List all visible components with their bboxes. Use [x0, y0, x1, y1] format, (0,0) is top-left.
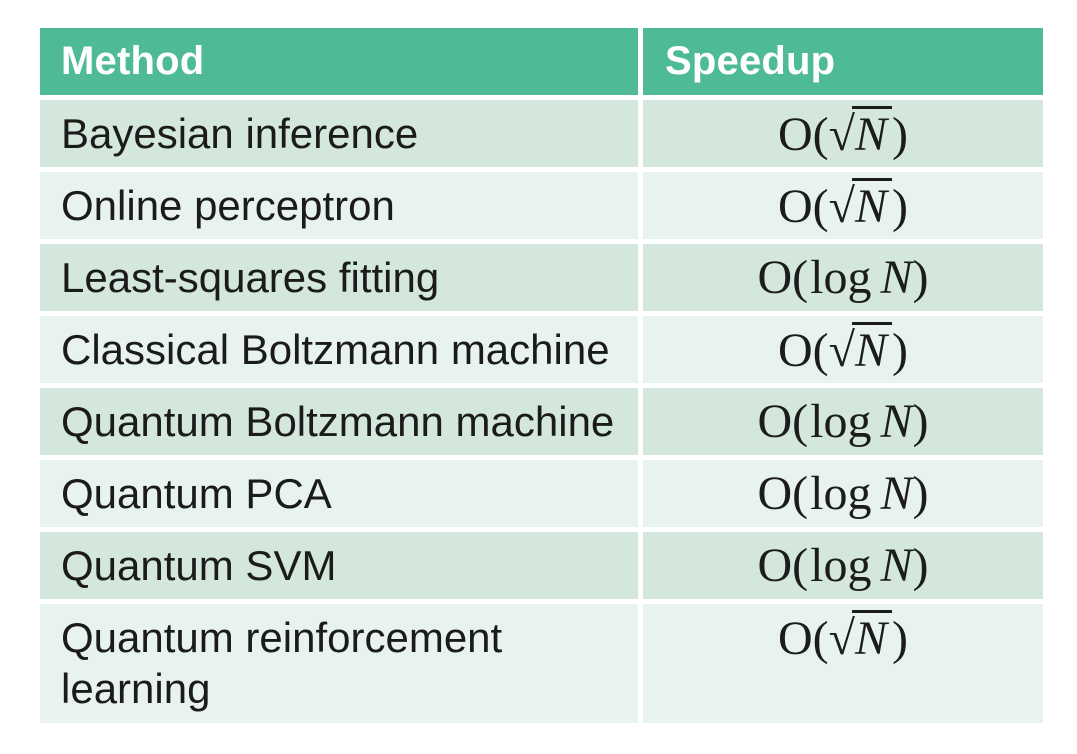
speedup-cell-quantum-svm: O(log N)	[643, 532, 1043, 599]
speedup-math: O(√N)	[778, 610, 908, 666]
close-paren: )	[912, 539, 929, 592]
method-label: Quantum PCA	[61, 469, 332, 517]
open-paren: (	[792, 395, 809, 448]
log-word: log	[810, 467, 872, 520]
big-o: O	[778, 612, 813, 665]
open-paren: (	[812, 107, 829, 161]
close-paren: )	[892, 323, 908, 377]
close-paren: )	[892, 107, 908, 161]
speedup-cell-classical-boltzmann-machine: O(√N)	[643, 316, 1043, 383]
open-paren: (	[792, 539, 809, 592]
speedup-math: O(log N)	[758, 250, 929, 305]
method-cell-quantum-reinforcement-learning: Quantum reinforcement learning	[40, 604, 638, 723]
big-o: O	[757, 395, 793, 448]
speedup-math: O(log N)	[758, 394, 929, 449]
variable-n: N	[880, 251, 913, 304]
radical-sign: √	[828, 107, 855, 161]
log-word: log	[810, 251, 872, 304]
sqrt-variable-n: N	[852, 177, 893, 232]
method-label: Classical Boltzmann machine	[61, 325, 610, 373]
header-method-label: Method	[61, 39, 205, 83]
close-paren: )	[912, 395, 929, 448]
method-label: Bayesian inference	[61, 109, 419, 157]
speedup-cell-quantum-pca: O(log N)	[643, 460, 1043, 527]
method-label: Least-squares fitting	[61, 253, 440, 301]
method-label: Quantum SVM	[61, 541, 337, 589]
quantum-speedup-table: Method Speedup Bayesian inference O(√N) …	[40, 28, 1043, 723]
open-paren: (	[812, 612, 829, 665]
method-cell-classical-boltzmann-machine: Classical Boltzmann machine	[40, 316, 638, 383]
sqrt-variable-n: N	[852, 105, 893, 160]
method-cell-quantum-svm: Quantum SVM	[40, 532, 638, 599]
speedup-math: O(log N)	[758, 466, 929, 521]
radical-sign: √	[828, 612, 855, 665]
method-label: Online perceptron	[61, 181, 395, 229]
speedup-cell-quantum-boltzmann-machine: O(log N)	[643, 388, 1043, 455]
sqrt-variable-n: N	[852, 610, 893, 664]
close-paren: )	[892, 179, 908, 233]
method-cell-online-perceptron: Online perceptron	[40, 172, 638, 239]
big-o: O	[778, 323, 813, 377]
radical-sign: √	[828, 323, 855, 377]
speedup-math: O(√N)	[778, 105, 908, 162]
method-cell-quantum-pca: Quantum PCA	[40, 460, 638, 527]
close-paren: )	[912, 467, 929, 520]
method-label: Quantum reinforcement learning	[61, 614, 503, 712]
big-o: O	[778, 179, 813, 233]
big-o: O	[757, 539, 793, 592]
big-o: O	[757, 251, 793, 304]
big-o: O	[778, 107, 813, 161]
speedup-math: O(√N)	[778, 321, 908, 378]
variable-n: N	[880, 467, 913, 520]
log-word: log	[810, 395, 872, 448]
open-paren: (	[812, 323, 829, 377]
open-paren: (	[792, 251, 809, 304]
log-word: log	[810, 539, 872, 592]
method-cell-least-squares-fitting: Least-squares fitting	[40, 244, 638, 311]
big-o: O	[757, 467, 793, 520]
variable-n: N	[880, 539, 913, 592]
method-cell-quantum-boltzmann-machine: Quantum Boltzmann machine	[40, 388, 638, 455]
close-paren: )	[912, 251, 929, 304]
variable-n: N	[880, 395, 913, 448]
speedup-math: O(√N)	[778, 177, 908, 234]
radical-sign: √	[828, 179, 855, 233]
speedup-cell-online-perceptron: O(√N)	[643, 172, 1043, 239]
method-cell-bayesian-inference: Bayesian inference	[40, 100, 638, 167]
speedup-cell-quantum-reinforcement-learning: O(√N)	[643, 604, 1043, 723]
header-cell-speedup: Speedup	[643, 28, 1043, 95]
open-paren: (	[812, 179, 829, 233]
header-cell-method: Method	[40, 28, 638, 95]
speedup-math: O(log N)	[758, 538, 929, 593]
open-paren: (	[792, 467, 809, 520]
close-paren: )	[892, 612, 908, 665]
speedup-cell-least-squares-fitting: O(log N)	[643, 244, 1043, 311]
header-speedup-label: Speedup	[665, 39, 836, 83]
speedup-cell-bayesian-inference: O(√N)	[643, 100, 1043, 167]
sqrt-variable-n: N	[852, 321, 893, 376]
method-label: Quantum Boltzmann machine	[61, 397, 615, 445]
